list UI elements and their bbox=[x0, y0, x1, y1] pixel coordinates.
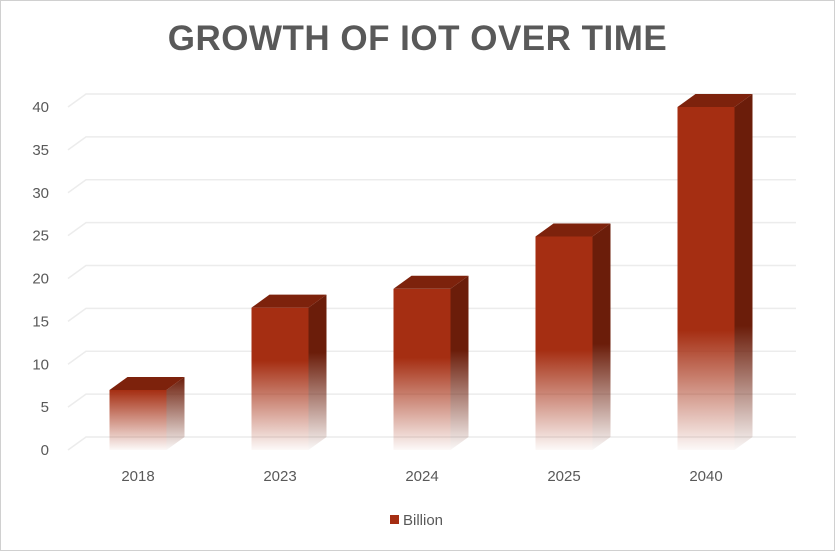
y-tick-label: 15 bbox=[32, 313, 49, 330]
bar-top bbox=[109, 376, 185, 390]
x-tick-label: 2025 bbox=[547, 468, 580, 485]
x-tick-label: 2040 bbox=[689, 468, 722, 485]
legend-swatch bbox=[390, 515, 399, 524]
y-tick-label: 30 bbox=[32, 185, 49, 202]
bar-side bbox=[166, 376, 185, 450]
bar-front bbox=[393, 288, 451, 450]
bar-side bbox=[734, 94, 753, 450]
y-tick-label: 0 bbox=[41, 442, 49, 459]
bar-side bbox=[450, 275, 469, 450]
bar-top bbox=[677, 94, 753, 107]
bar-top bbox=[251, 294, 327, 308]
bar-top bbox=[535, 223, 611, 237]
y-tick-label: 5 bbox=[41, 399, 49, 416]
y-tick-label: 40 bbox=[32, 99, 49, 116]
chart-title: GROWTH OF IOT OVER TIME bbox=[167, 19, 668, 58]
bar-2023 bbox=[251, 294, 327, 450]
bar-2025 bbox=[535, 223, 611, 450]
bar-2018 bbox=[109, 376, 185, 450]
legend-label: Billion bbox=[403, 512, 443, 529]
bar-front bbox=[677, 107, 735, 450]
bar-side bbox=[308, 294, 327, 450]
x-tick-label: 2024 bbox=[405, 468, 438, 485]
bar-front bbox=[535, 236, 593, 450]
y-tick-label: 35 bbox=[32, 142, 49, 159]
bar-2040 bbox=[677, 94, 753, 450]
y-tick-label: 25 bbox=[32, 228, 49, 245]
bar-2024 bbox=[393, 275, 469, 450]
y-tick-label: 20 bbox=[32, 271, 49, 288]
bar-side bbox=[592, 223, 611, 450]
gridline bbox=[67, 136, 796, 151]
bar-top bbox=[393, 275, 469, 289]
bar-front bbox=[251, 307, 309, 450]
bar-front bbox=[109, 389, 167, 450]
gridline bbox=[67, 93, 796, 108]
x-tick-label: 2023 bbox=[263, 468, 296, 485]
y-tick-label: 10 bbox=[32, 356, 49, 373]
gridline bbox=[67, 179, 796, 194]
gridline bbox=[67, 221, 796, 237]
x-tick-label: 2018 bbox=[121, 468, 154, 485]
